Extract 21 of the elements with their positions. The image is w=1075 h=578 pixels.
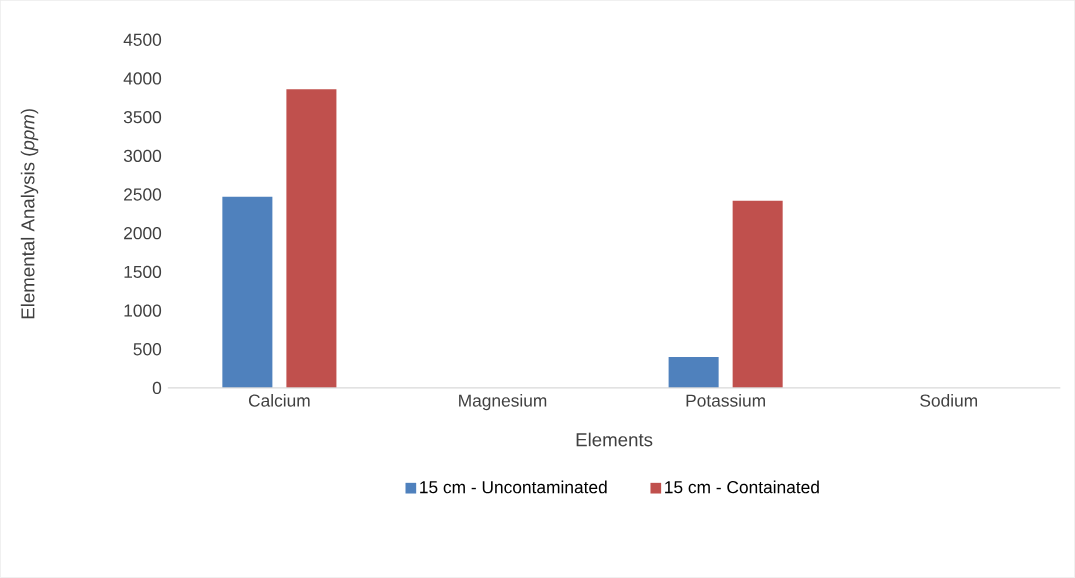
bar bbox=[732, 200, 783, 389]
x-tick-label: Calcium bbox=[248, 394, 310, 407]
x-tick-label: Magnesium bbox=[459, 394, 547, 411]
y-tick-label: 500 bbox=[133, 343, 162, 356]
y-tick-label: 1500 bbox=[124, 265, 162, 279]
legend-label: 15 cm - Uncontaminated bbox=[420, 480, 607, 494]
y-tick-label: 4500 bbox=[123, 33, 162, 46]
y-tick-label: 4000 bbox=[123, 72, 162, 85]
x-axis-title: Elements bbox=[576, 432, 653, 447]
x-tick-label: Sodium bbox=[920, 394, 978, 407]
bar bbox=[222, 196, 273, 389]
x-tick-label: Potassium bbox=[686, 394, 765, 407]
y-tick-label: 3500 bbox=[123, 111, 162, 124]
bar bbox=[286, 89, 337, 389]
y-tick-label: 3000 bbox=[123, 149, 162, 163]
legend-label: 15 cm - Containated bbox=[665, 480, 819, 494]
y-tick-label: 2000 bbox=[124, 227, 162, 240]
y-tick-label: 2500 bbox=[124, 188, 162, 201]
y-tick-label: 1000 bbox=[124, 304, 162, 317]
bar bbox=[668, 357, 719, 389]
y-tick-label: 0 bbox=[152, 381, 162, 395]
